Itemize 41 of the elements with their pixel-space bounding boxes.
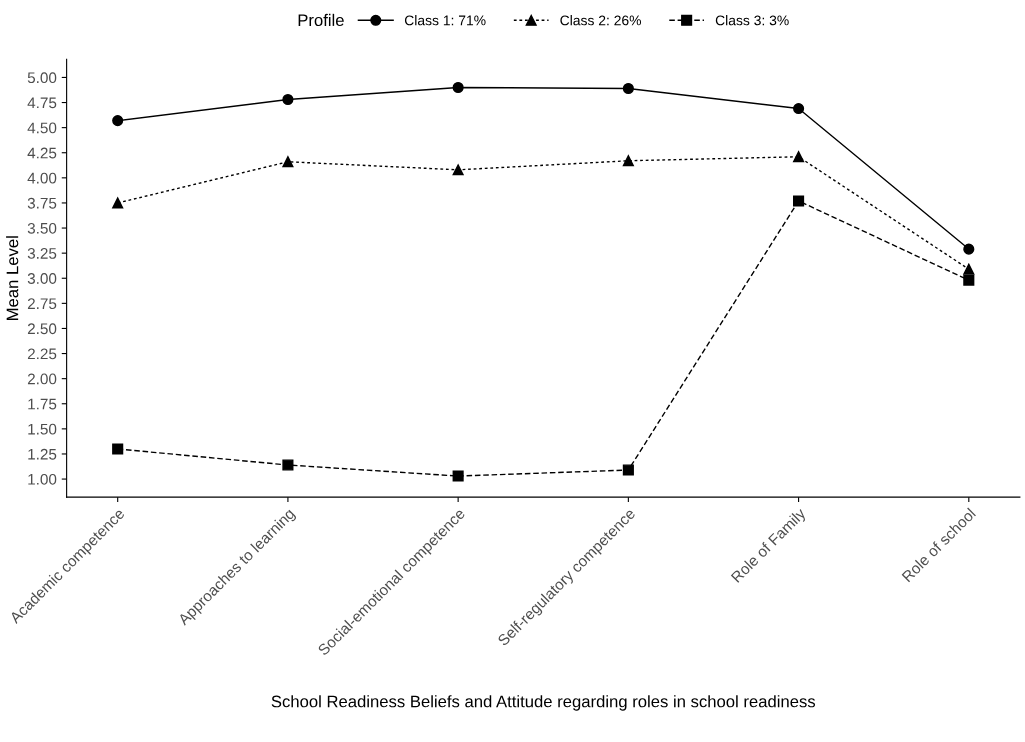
- y-tick-label: 1.25: [28, 448, 57, 460]
- y-tick-label: 5.00: [27, 72, 57, 84]
- y-tick-label: 2.50: [27, 323, 57, 335]
- point: [452, 81, 464, 94]
- point: [112, 443, 124, 455]
- point: [282, 156, 294, 168]
- point: [622, 155, 634, 167]
- point: [793, 195, 805, 207]
- point: [622, 82, 634, 95]
- point: [793, 103, 805, 115]
- y-tick-label: 2.25: [27, 348, 57, 360]
- point: [622, 464, 634, 476]
- y-tick-label: 2.75: [27, 298, 57, 310]
- legend-label: Class 3: 3%: [715, 15, 789, 26]
- y-tick-label: 3.75: [27, 197, 57, 209]
- y-tick-label: 2.00: [27, 373, 57, 385]
- point: [452, 470, 464, 482]
- legend-title: Profile: [298, 13, 344, 27]
- y-tick-label: 1.50: [28, 423, 57, 435]
- point: [112, 197, 124, 209]
- point: [963, 243, 975, 255]
- legend-label: Class 2: 26%: [560, 15, 642, 26]
- point: [963, 274, 975, 286]
- point: [963, 263, 975, 275]
- y-tick-label: 4.50: [27, 122, 57, 134]
- point: [112, 115, 124, 127]
- y-axis-title: Mean Level: [6, 236, 19, 320]
- y-tick-label: 4.00: [27, 172, 57, 184]
- x-axis-title: School Readiness Beliefs and Attitude regarding roles in school readiness: [271, 695, 816, 711]
- y-tick-label: 3.00: [27, 273, 57, 284]
- y-tick-label: 3.25: [27, 248, 57, 259]
- point: [793, 151, 805, 163]
- point: [282, 459, 294, 471]
- legend-label: Class 1: 71%: [404, 15, 486, 26]
- y-tick-label: 1.00: [28, 473, 57, 485]
- y-tick-label: 4.75: [27, 97, 57, 109]
- y-tick-label: 1.75: [28, 398, 57, 410]
- point: [282, 93, 294, 106]
- point: [452, 164, 464, 176]
- y-tick-label: 4.25: [27, 147, 57, 159]
- y-tick-label: 3.50: [27, 222, 57, 234]
